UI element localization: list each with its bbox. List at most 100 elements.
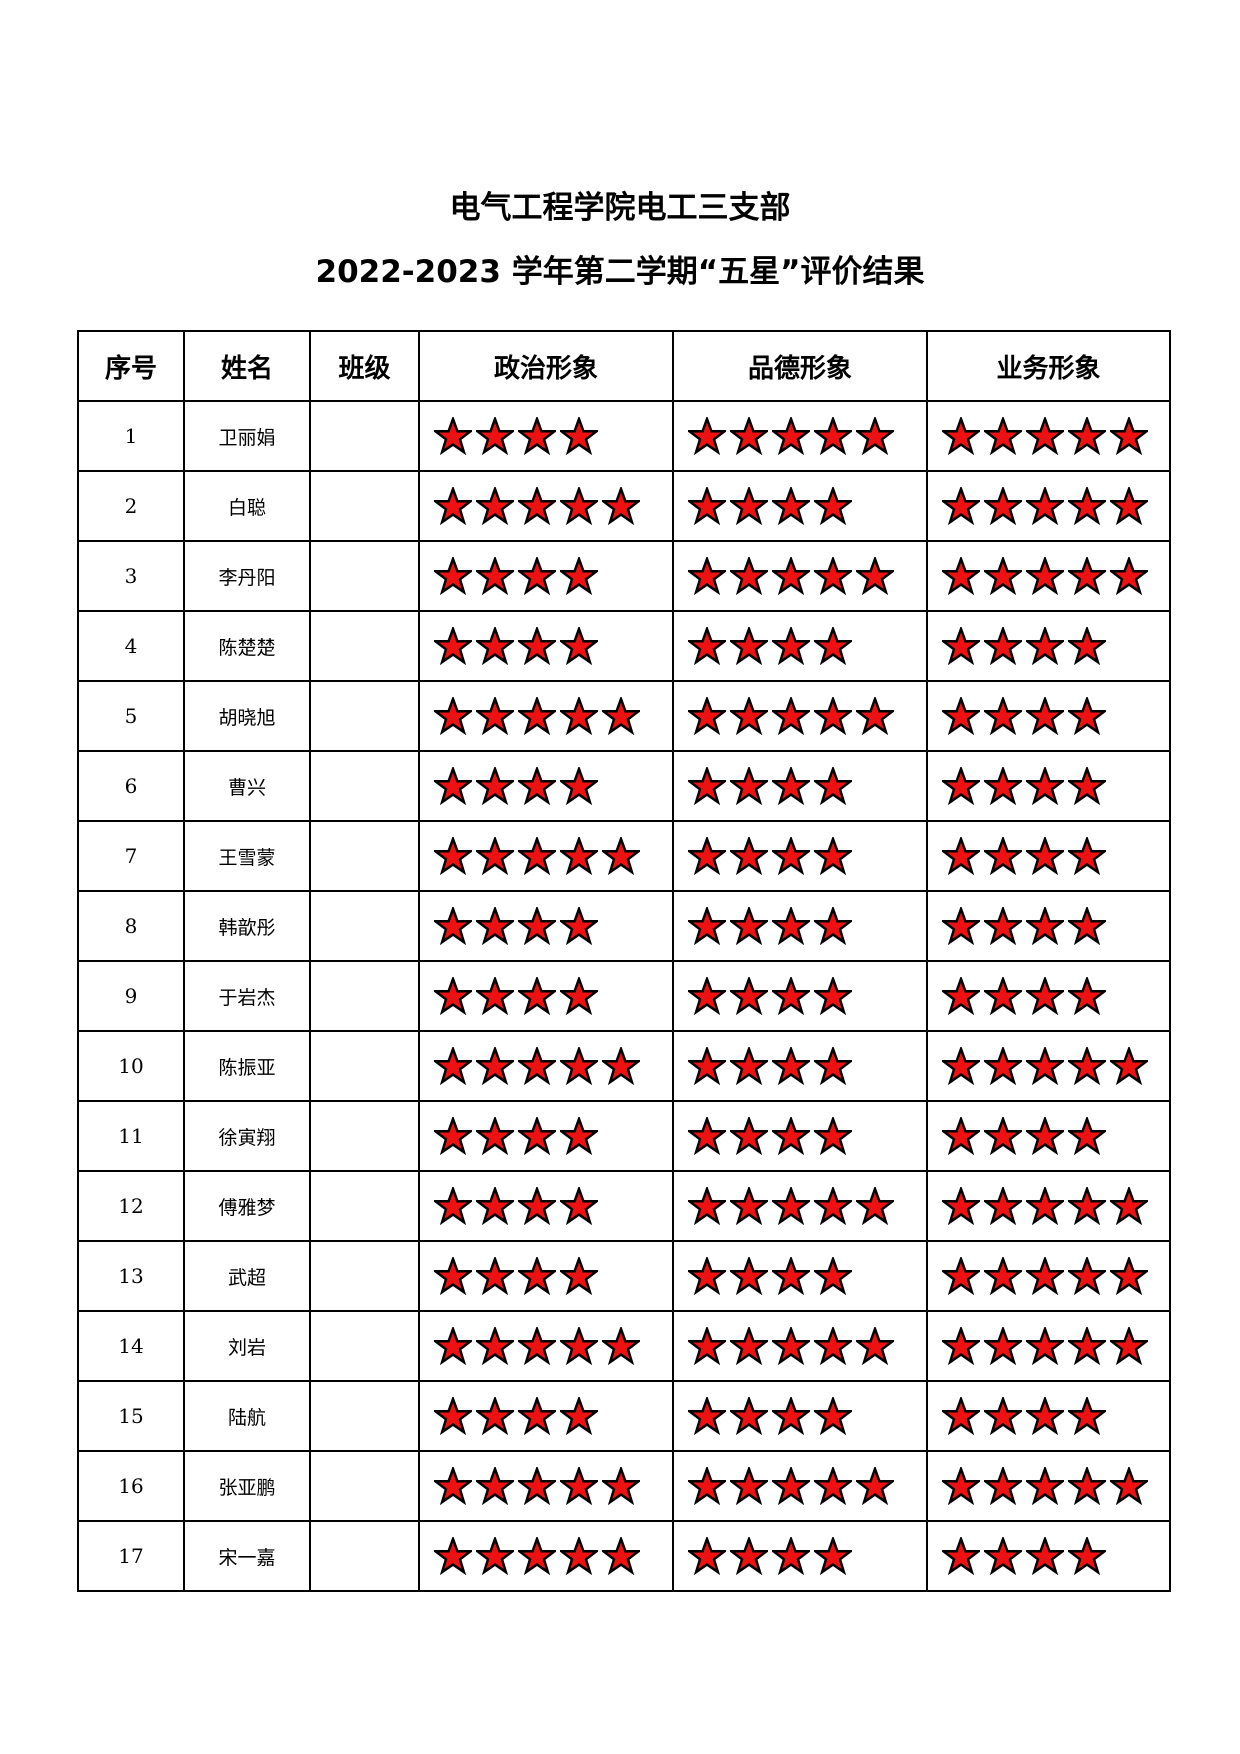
star-icon bbox=[769, 1185, 813, 1226]
member-name: 李丹阳 bbox=[183, 540, 311, 612]
star-icon bbox=[557, 1465, 601, 1506]
star-icon bbox=[769, 835, 813, 876]
member-name: 于岩杰 bbox=[183, 960, 311, 1032]
star-icon bbox=[939, 1185, 983, 1226]
member-class bbox=[309, 1520, 420, 1592]
table-row: 11 徐寅翔 bbox=[77, 1100, 1171, 1172]
star-icon bbox=[811, 415, 855, 456]
star-icon bbox=[473, 415, 517, 456]
star-icon bbox=[557, 835, 601, 876]
star-icon bbox=[727, 835, 771, 876]
star-icon bbox=[1023, 1185, 1067, 1226]
star-icon bbox=[431, 1325, 475, 1366]
professional-rating bbox=[926, 680, 1171, 752]
star-icon bbox=[981, 415, 1025, 456]
star-icon bbox=[1023, 765, 1067, 806]
professional-rating bbox=[926, 1380, 1171, 1452]
star-icon bbox=[981, 905, 1025, 946]
star-icon bbox=[431, 1535, 475, 1576]
star-icon bbox=[685, 1535, 729, 1576]
star-icon bbox=[1023, 695, 1067, 736]
star-icon bbox=[811, 975, 855, 1016]
star-icon bbox=[1065, 1535, 1109, 1576]
star-icon bbox=[557, 1395, 601, 1436]
star-icon bbox=[939, 1255, 983, 1296]
star-icon bbox=[473, 625, 517, 666]
moral-rating bbox=[672, 540, 928, 612]
table-row: 8 韩歆彤 bbox=[77, 890, 1171, 962]
star-icon bbox=[769, 1255, 813, 1296]
star-icon bbox=[1065, 835, 1109, 876]
table-row: 12 傅雅梦 bbox=[77, 1170, 1171, 1242]
star-icon bbox=[981, 765, 1025, 806]
member-class bbox=[309, 1100, 420, 1172]
star-icon bbox=[1065, 695, 1109, 736]
moral-rating bbox=[672, 610, 928, 682]
star-icon bbox=[515, 415, 559, 456]
star-icon bbox=[431, 625, 475, 666]
star-icon bbox=[853, 555, 897, 596]
star-icon bbox=[769, 1325, 813, 1366]
star-icon bbox=[515, 1535, 559, 1576]
member-class bbox=[309, 610, 420, 682]
political-rating bbox=[418, 1240, 674, 1312]
member-class bbox=[309, 470, 420, 542]
star-icon bbox=[431, 1115, 475, 1156]
table-row: 14 刘岩 bbox=[77, 1310, 1171, 1382]
star-icon bbox=[811, 835, 855, 876]
star-icon bbox=[981, 695, 1025, 736]
header-professional: 业务形象 bbox=[926, 330, 1171, 402]
star-icon bbox=[1023, 975, 1067, 1016]
star-icon bbox=[939, 1535, 983, 1576]
row-number: 6 bbox=[77, 750, 185, 822]
star-icon bbox=[727, 1395, 771, 1436]
moral-rating bbox=[672, 1520, 928, 1592]
star-icon bbox=[981, 625, 1025, 666]
star-icon bbox=[981, 1185, 1025, 1226]
star-icon bbox=[1107, 555, 1151, 596]
professional-rating bbox=[926, 470, 1171, 542]
star-icon bbox=[1023, 625, 1067, 666]
moral-rating bbox=[672, 1100, 928, 1172]
star-icon bbox=[981, 555, 1025, 596]
star-icon bbox=[1065, 625, 1109, 666]
star-icon bbox=[811, 765, 855, 806]
star-icon bbox=[939, 485, 983, 526]
star-icon bbox=[599, 835, 643, 876]
professional-rating bbox=[926, 1170, 1171, 1242]
star-icon bbox=[685, 1115, 729, 1156]
row-number: 5 bbox=[77, 680, 185, 752]
star-icon bbox=[515, 1465, 559, 1506]
star-icon bbox=[939, 1325, 983, 1366]
professional-rating bbox=[926, 960, 1171, 1032]
star-icon bbox=[685, 1395, 729, 1436]
row-number: 9 bbox=[77, 960, 185, 1032]
star-icon bbox=[431, 1395, 475, 1436]
star-icon bbox=[811, 1115, 855, 1156]
professional-rating bbox=[926, 610, 1171, 682]
star-icon bbox=[557, 1115, 601, 1156]
star-icon bbox=[1023, 1045, 1067, 1086]
star-icon bbox=[557, 415, 601, 456]
political-rating bbox=[418, 1380, 674, 1452]
star-icon bbox=[1065, 1045, 1109, 1086]
star-icon bbox=[431, 415, 475, 456]
row-number: 4 bbox=[77, 610, 185, 682]
member-name: 曹兴 bbox=[183, 750, 311, 822]
star-icon bbox=[769, 415, 813, 456]
star-icon bbox=[981, 1255, 1025, 1296]
moral-rating bbox=[672, 470, 928, 542]
star-icon bbox=[1023, 485, 1067, 526]
political-rating bbox=[418, 610, 674, 682]
row-number: 14 bbox=[77, 1310, 185, 1382]
star-icon bbox=[811, 1535, 855, 1576]
star-icon bbox=[431, 485, 475, 526]
star-icon bbox=[599, 1045, 643, 1086]
professional-rating bbox=[926, 820, 1171, 892]
star-icon bbox=[939, 765, 983, 806]
member-name: 卫丽娟 bbox=[183, 400, 311, 472]
star-icon bbox=[811, 1045, 855, 1086]
star-icon bbox=[473, 905, 517, 946]
table-row: 6 曹兴 bbox=[77, 750, 1171, 822]
star-icon bbox=[599, 695, 643, 736]
